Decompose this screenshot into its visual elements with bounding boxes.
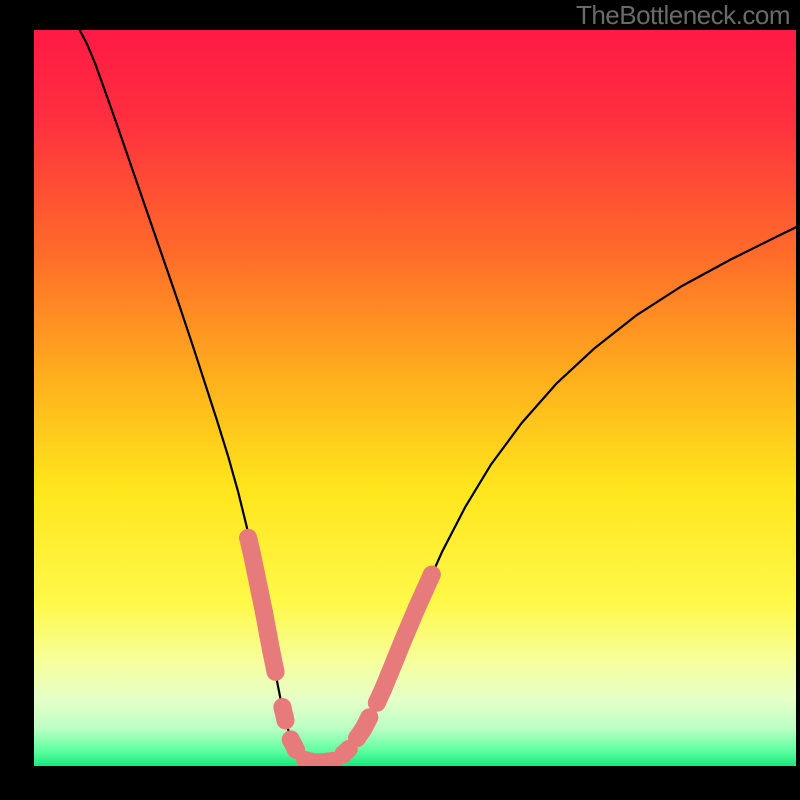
highlight-marker — [423, 566, 441, 584]
highlight-marker — [401, 616, 419, 634]
highlight-marker — [415, 583, 433, 601]
highlight-marker — [380, 666, 398, 684]
highlight-marker — [276, 711, 294, 729]
highlight-marker — [243, 545, 261, 563]
highlight-marker — [239, 529, 257, 547]
highlight-marker — [262, 641, 280, 659]
highlight-marker — [251, 582, 269, 600]
watermark-text: TheBottleneck.com — [576, 0, 790, 31]
highlight-marker — [255, 604, 273, 622]
highlight-marker — [259, 625, 277, 643]
highlight-marker — [267, 663, 285, 681]
highlight-marker — [387, 649, 405, 667]
highlight-marker — [394, 632, 412, 650]
highlight-marker — [408, 600, 426, 618]
plot-background — [34, 30, 796, 766]
bottleneck-chart — [0, 0, 800, 800]
